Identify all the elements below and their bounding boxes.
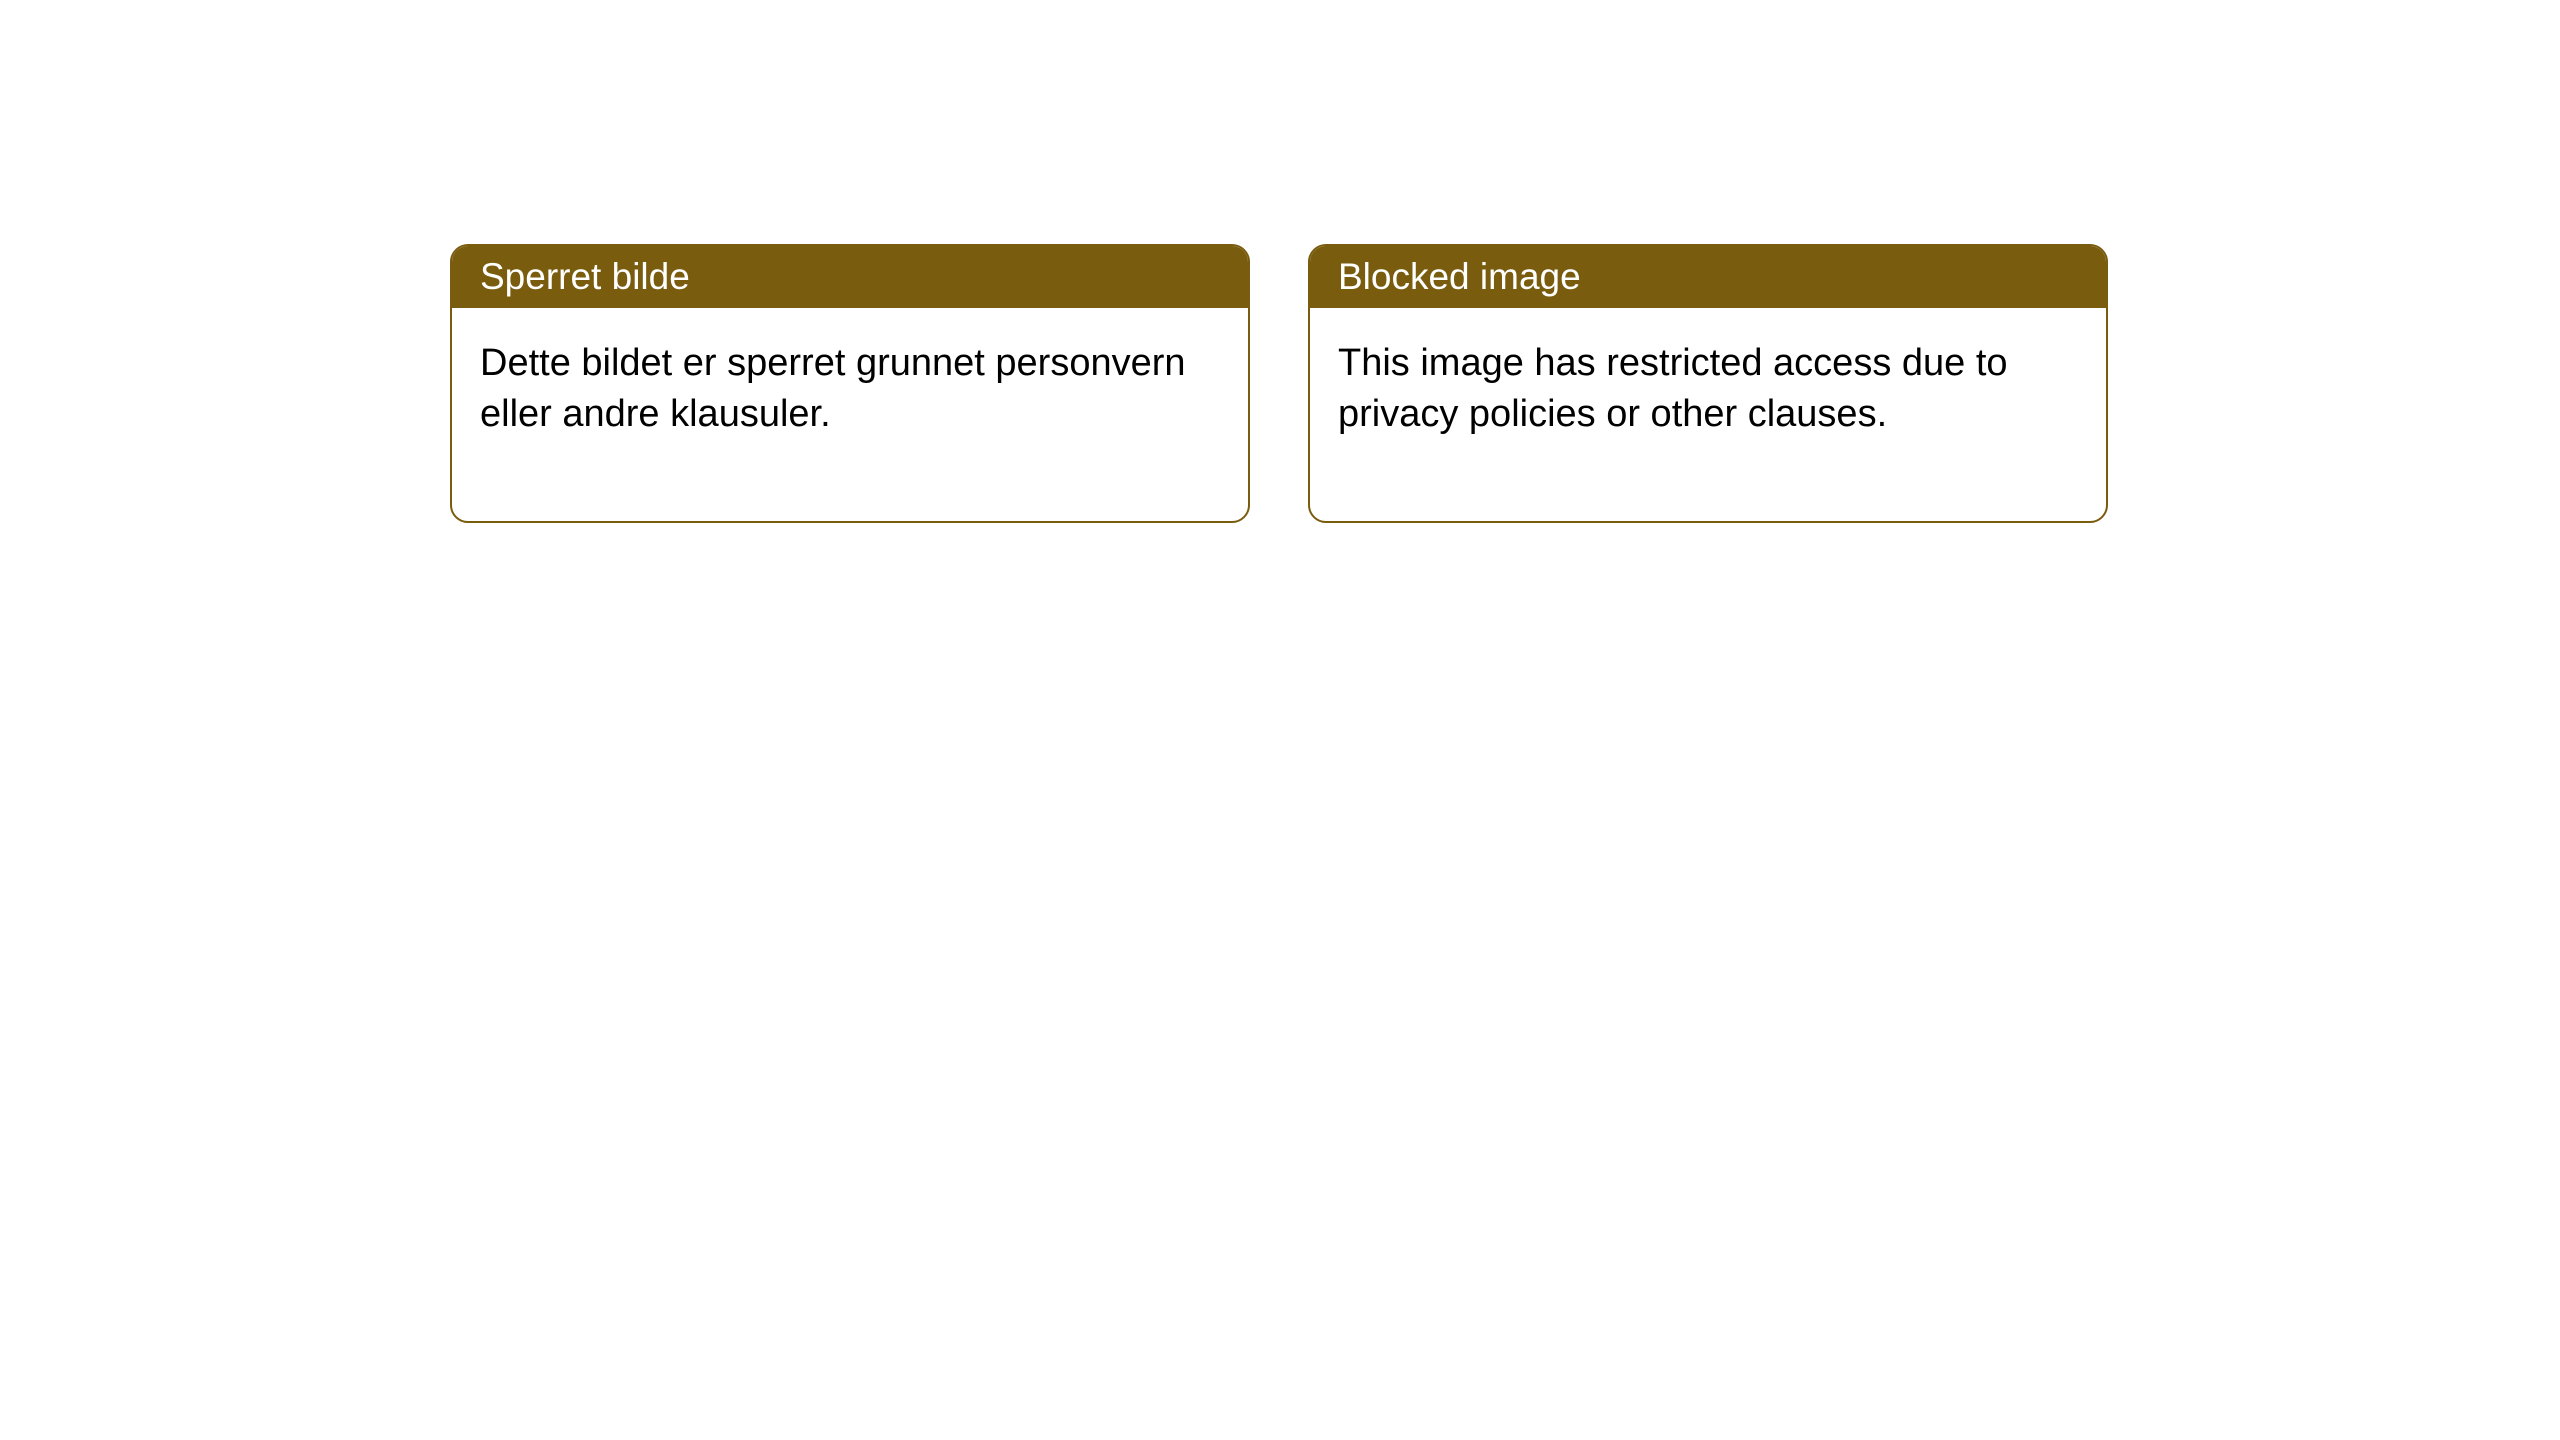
card-header: Sperret bilde xyxy=(452,246,1248,308)
notice-card-norwegian: Sperret bilde Dette bildet er sperret gr… xyxy=(450,244,1250,523)
card-title: Blocked image xyxy=(1338,256,1581,297)
card-body: This image has restricted access due to … xyxy=(1310,308,2106,521)
card-header: Blocked image xyxy=(1310,246,2106,308)
notice-card-english: Blocked image This image has restricted … xyxy=(1308,244,2108,523)
card-body: Dette bildet er sperret grunnet personve… xyxy=(452,308,1248,521)
notice-cards-container: Sperret bilde Dette bildet er sperret gr… xyxy=(0,0,2560,523)
card-title: Sperret bilde xyxy=(480,256,690,297)
card-body-text: This image has restricted access due to … xyxy=(1338,342,2008,435)
card-body-text: Dette bildet er sperret grunnet personve… xyxy=(480,342,1186,435)
